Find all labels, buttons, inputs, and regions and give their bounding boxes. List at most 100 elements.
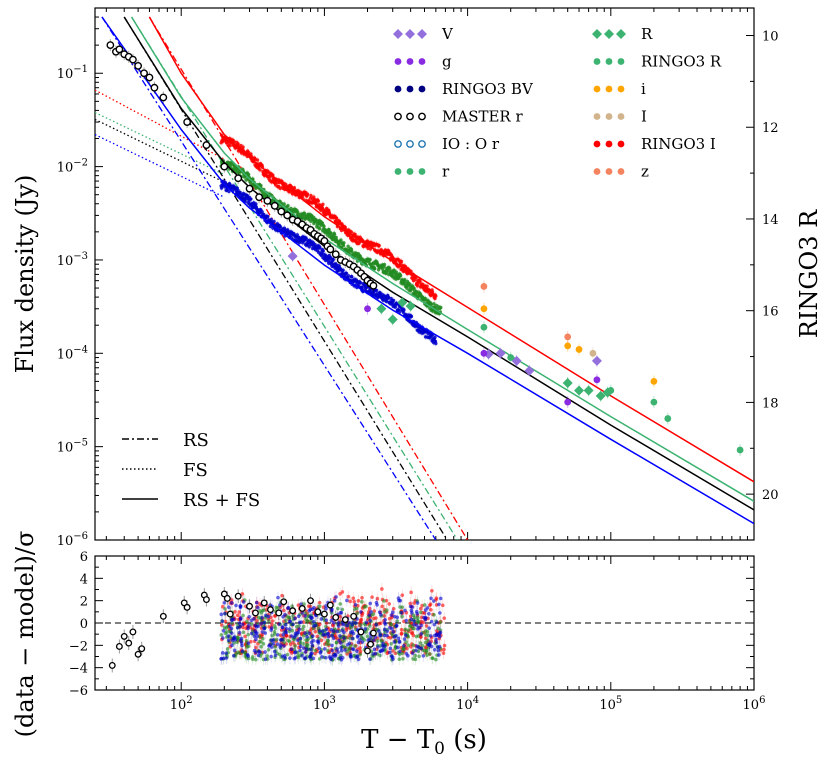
- residual-point: [411, 643, 415, 647]
- residual-point: [417, 654, 421, 659]
- open-marker: [255, 193, 264, 202]
- band-point: [278, 224, 282, 229]
- legend-label: RS: [183, 430, 209, 451]
- y-tick-label-base: 10: [57, 347, 74, 362]
- y-tick-label: 10−2: [57, 158, 88, 176]
- residual-point: [405, 646, 409, 651]
- diamond-marker: [405, 301, 416, 312]
- diamond-marker: [616, 29, 626, 39]
- fs-curve: [95, 89, 225, 160]
- residual-point: [370, 595, 374, 599]
- right-axis-tick-labels: 10 12 14 16 18 20: [762, 30, 779, 504]
- residual-point: [317, 604, 322, 609]
- band-point: [391, 298, 396, 303]
- circle-marker: [605, 140, 613, 148]
- circle-marker: [589, 349, 597, 357]
- open-marker: [202, 141, 211, 149]
- residual-point: [408, 601, 413, 606]
- band-point: [272, 219, 276, 224]
- residual-point: [352, 599, 356, 604]
- diamond-marker: [592, 29, 602, 39]
- residual-point: [287, 639, 292, 644]
- band-point: [398, 274, 403, 278]
- open-marker: [245, 184, 254, 193]
- open-marker: [277, 207, 286, 216]
- diamond-marker: [511, 355, 522, 366]
- residual-point: [428, 602, 433, 606]
- residual-point: [418, 606, 423, 611]
- residual-point: [365, 634, 370, 639]
- band-point: [350, 275, 354, 279]
- diamond-marker: [495, 348, 506, 359]
- band-point: [321, 249, 326, 253]
- residual-point: [304, 616, 308, 621]
- circle-marker: [617, 140, 625, 148]
- residual-point: [387, 602, 392, 606]
- residual-point: [270, 633, 274, 638]
- band-point: [374, 288, 379, 293]
- circle-marker: [617, 85, 625, 93]
- band-point: [349, 230, 354, 234]
- total-curve: [148, 16, 754, 483]
- band-point: [227, 189, 231, 194]
- residual-point: [219, 623, 224, 627]
- residual-point: [317, 657, 322, 661]
- y-tick-label-base: 10: [57, 161, 74, 176]
- residual-point: [224, 626, 229, 630]
- residual-point: [313, 651, 317, 656]
- residual-point: [440, 603, 445, 608]
- y-tick-label-base: 10: [57, 441, 74, 456]
- residual-point: [432, 613, 436, 617]
- residual-point: [367, 606, 372, 611]
- residual-point: [313, 629, 318, 634]
- open-marker: [129, 55, 137, 64]
- band-point: [341, 243, 346, 248]
- circle-marker: [650, 398, 658, 406]
- band-point: [415, 284, 420, 288]
- open-marker: [369, 281, 378, 290]
- band-point: [403, 278, 407, 282]
- band-point: [282, 202, 286, 206]
- band-point: [258, 168, 262, 172]
- circle-marker: [507, 354, 515, 361]
- residual-point: [380, 587, 384, 591]
- band-point: [393, 305, 397, 309]
- legend-label: RINGO3 BV: [442, 80, 534, 98]
- open-marker: [283, 211, 292, 220]
- residual-point: [355, 611, 360, 616]
- diamond-marker: [376, 303, 387, 314]
- residual-point: [348, 599, 353, 604]
- right-tick-label: 14: [762, 213, 779, 228]
- residual-point: [406, 628, 411, 632]
- residual-point: [424, 624, 429, 628]
- residual-point: [270, 622, 274, 627]
- residual-point: [400, 593, 405, 597]
- circle-marker: [564, 342, 572, 350]
- residual-point: [418, 610, 423, 615]
- residual-point: [347, 647, 351, 652]
- residual-point: [234, 651, 239, 656]
- right-tick-label: 10: [762, 30, 779, 45]
- band-point: [318, 246, 322, 250]
- band-point: [346, 244, 350, 248]
- circle-marker: [575, 346, 583, 353]
- diamond-marker: [591, 355, 602, 366]
- residual-point: [393, 651, 398, 656]
- y-tick-label-exp: −6: [73, 531, 88, 542]
- legend-label: r: [442, 163, 450, 181]
- residual-point: [334, 640, 339, 645]
- band-point: [312, 195, 316, 199]
- band-point: [377, 243, 381, 248]
- residual-point: [375, 596, 380, 601]
- band-point: [305, 192, 310, 196]
- open-marker: [220, 162, 229, 171]
- legend-label: V: [441, 25, 454, 43]
- circle-marker: [418, 168, 426, 175]
- residual-point: [413, 615, 417, 620]
- band-point: [394, 270, 399, 274]
- residual-point: [430, 589, 434, 593]
- band-point: [249, 152, 253, 156]
- band-point: [278, 186, 282, 191]
- open-marker: [406, 140, 414, 148]
